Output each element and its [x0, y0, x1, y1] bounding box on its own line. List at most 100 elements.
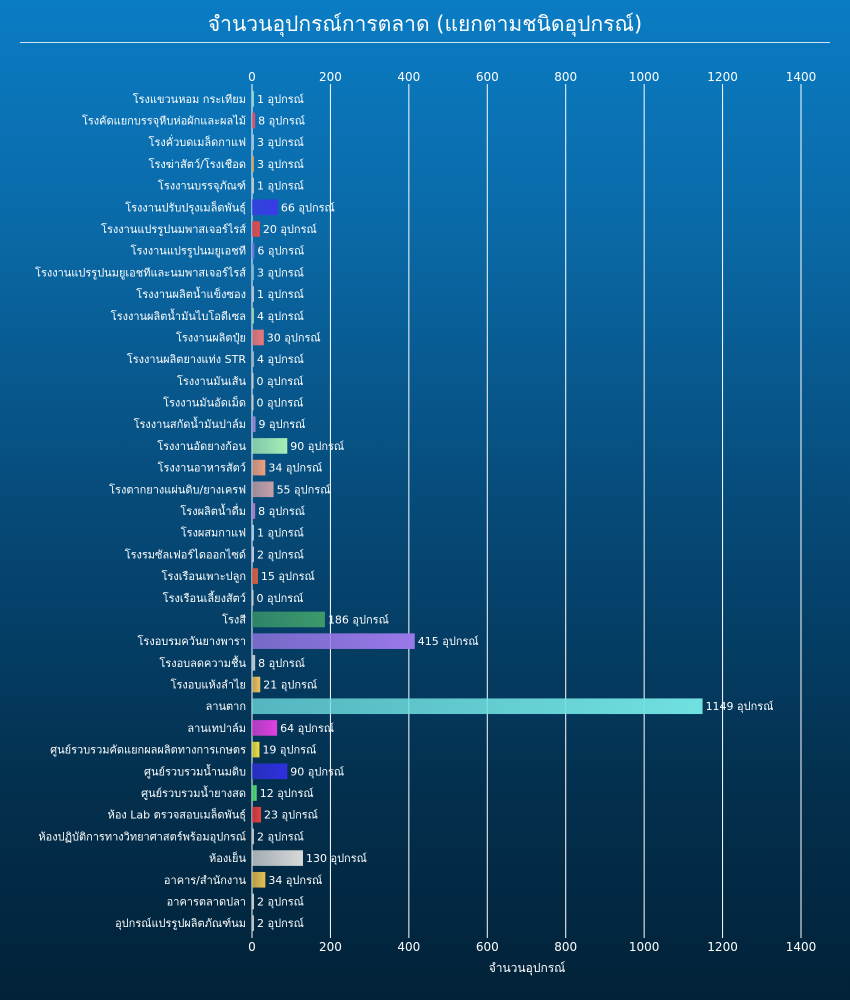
title-divider: [20, 42, 830, 43]
category-label: โรงงานผลิตยางแท่ง STR: [127, 352, 246, 366]
data-label: 1 อุปกรณ์: [257, 93, 304, 106]
data-label: 130 อุปกรณ์: [306, 852, 367, 865]
data-label: 2 อุปกรณ์: [257, 895, 304, 908]
category-label: อาคารตลาดปลา: [167, 895, 246, 908]
bar[interactable]: [252, 459, 266, 476]
bar[interactable]: [252, 546, 254, 563]
bar[interactable]: [252, 503, 256, 519]
data-label: 1 อุปกรณ์: [257, 288, 304, 301]
bar[interactable]: [252, 568, 258, 584]
bar[interactable]: [252, 633, 415, 649]
category-label: โรงงานแปรรูปนมยูเอชที: [131, 244, 246, 258]
bar[interactable]: [252, 177, 254, 194]
bar[interactable]: [252, 655, 256, 671]
category-label: โรงงานผลิตปุ๋ย: [176, 330, 246, 344]
data-label: 9 อุปกรณ์: [259, 418, 306, 431]
x-tick-label-top: 400: [397, 70, 420, 84]
data-label: 8 อุปกรณ์: [258, 115, 305, 128]
data-label: 64 อุปกรณ์: [280, 722, 334, 735]
data-label: 0 อุปกรณ์: [257, 375, 304, 388]
data-label: 4 อุปกรณ์: [257, 310, 304, 323]
bar[interactable]: [252, 394, 254, 411]
x-tick-label-top: 600: [476, 70, 499, 84]
category-label: โรงอบรมควันยางพารา: [138, 634, 247, 648]
x-tick-label-bottom: 0: [248, 940, 256, 954]
bar[interactable]: [252, 915, 254, 931]
category-label: โรงงานแปรรูปนมยูเอชทีและนมพาสเจอร์ไรส์: [35, 265, 246, 279]
bar[interactable]: [252, 156, 254, 172]
data-label: 34 อุปกรณ์: [268, 462, 322, 475]
category-label: โรงงานอาหารสัตว์: [158, 461, 246, 475]
x-tick-label-bottom: 1400: [786, 940, 817, 954]
bar[interactable]: [252, 134, 254, 151]
bar[interactable]: [252, 720, 278, 736]
data-label: 3 อุปกรณ์: [257, 158, 304, 171]
category-label: อาคาร/สำนักงาน: [164, 874, 247, 887]
category-label: ห้องเย็น: [209, 851, 246, 865]
data-label: 0 อุปกรณ์: [257, 397, 304, 410]
chart-title: จำนวนอุปกรณ์การตลาด (แยกตามชนิดอุปกรณ์): [207, 12, 643, 36]
category-label: โรงแขวนหอม กระเทียม: [133, 92, 246, 106]
bar[interactable]: [252, 763, 288, 780]
bar[interactable]: [252, 373, 254, 389]
bar[interactable]: [252, 828, 254, 845]
category-label: โรงงานแปรรูปนมพาสเจอร์ไรส์: [101, 222, 246, 236]
data-label: 23 อุปกรณ์: [264, 809, 318, 822]
bar[interactable]: [252, 741, 260, 758]
x-tick-label-top: 1200: [707, 70, 738, 84]
category-label: ห้องปฏิบัติการทางวิทยาศาสตร์พร้อมอุปกรณ์: [38, 830, 246, 843]
category-label: ศูนย์รวบรวมน้ำยางสด: [141, 785, 246, 800]
data-label: 2 อุปกรณ์: [257, 917, 304, 930]
bar[interactable]: [252, 698, 703, 715]
bar[interactable]: [252, 199, 278, 216]
data-label: 21 อุปกรณ์: [263, 679, 317, 692]
bar[interactable]: [252, 871, 266, 888]
x-tick-label-top: 1000: [629, 70, 660, 84]
category-label: โรงงานมันอัดเม็ด: [163, 396, 246, 410]
bar[interactable]: [252, 481, 274, 498]
bar[interactable]: [252, 112, 256, 129]
category-label: โรงอบลดความชื้น: [159, 655, 246, 670]
bar[interactable]: [252, 91, 254, 107]
category-label: โรงคั่วบดเมล็ดกาแฟ: [149, 134, 246, 149]
bar[interactable]: [252, 242, 255, 259]
data-label: 8 อุปกรณ์: [258, 657, 305, 670]
bar[interactable]: [252, 589, 254, 606]
category-label: โรงเรือนเพาะปลูก: [162, 569, 246, 583]
category-label: โรงฆ่าสัตว์/โรงเชือด: [149, 157, 246, 171]
data-label: 90 อุปกรณ์: [290, 765, 344, 778]
category-label: โรงรมซัลเฟอร์ไดออกไซด์: [125, 547, 246, 561]
bar[interactable]: [252, 850, 303, 866]
bar[interactable]: [252, 416, 256, 433]
data-label: 2 อุปกรณ์: [257, 548, 304, 561]
bar[interactable]: [252, 676, 261, 693]
category-label: โรงสี: [222, 612, 246, 626]
category-label: โรงอบแห้งลำไย: [171, 678, 246, 692]
bar[interactable]: [252, 893, 254, 910]
bar[interactable]: [252, 221, 260, 237]
bar[interactable]: [252, 286, 254, 302]
x-tick-label-bottom: 200: [319, 940, 342, 954]
bar[interactable]: [252, 264, 254, 281]
bar[interactable]: [252, 351, 254, 367]
bar[interactable]: [252, 329, 264, 346]
data-label: 15 อุปกรณ์: [261, 570, 315, 583]
bar[interactable]: [252, 524, 254, 541]
data-label: 1 อุปกรณ์: [257, 180, 304, 193]
x-tick-label-bottom: 1000: [629, 940, 660, 954]
data-label: 19 อุปกรณ์: [262, 744, 316, 757]
x-tick-label-top: 200: [319, 70, 342, 84]
category-label: โรงงานผลิตน้ำแข็งซอง: [136, 286, 246, 301]
bar[interactable]: [252, 785, 257, 801]
category-label: โรงงานมันเส้น: [177, 374, 246, 388]
x-tick-label-bottom: 800: [554, 940, 577, 954]
data-label: 20 อุปกรณ์: [263, 223, 317, 236]
x-tick-label-top: 1400: [786, 70, 817, 84]
bar[interactable]: [252, 611, 325, 628]
bar[interactable]: [252, 307, 254, 324]
bar[interactable]: [252, 806, 262, 823]
data-label: 66 อุปกรณ์: [281, 201, 335, 214]
bar[interactable]: [252, 438, 288, 454]
